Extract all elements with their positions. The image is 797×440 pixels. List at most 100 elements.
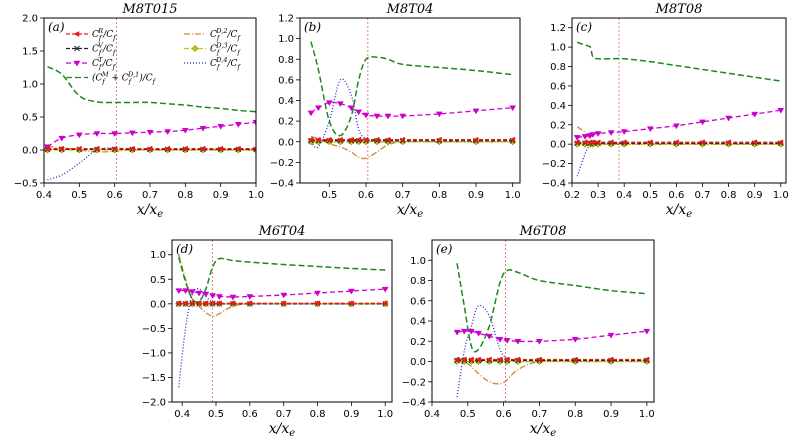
data-point-CfR bbox=[347, 136, 354, 143]
data-point-CfT bbox=[725, 115, 733, 122]
data-point-CfR bbox=[503, 356, 510, 363]
legend-marker bbox=[73, 31, 80, 37]
data-point-CfT bbox=[58, 135, 66, 142]
data-point-CfR bbox=[314, 136, 321, 143]
data-point-CfR bbox=[146, 145, 153, 152]
data-point-CfR bbox=[234, 145, 241, 152]
x-tick-label: 0.6 bbox=[242, 409, 258, 420]
data-point-CfR bbox=[643, 356, 650, 363]
data-point-CfR bbox=[93, 145, 100, 152]
x-tick-label: 0.4 bbox=[36, 190, 52, 201]
x-tick-label: 0.6 bbox=[358, 190, 374, 201]
y-tick-label: 1.0 bbox=[410, 256, 426, 267]
data-point-CfT bbox=[472, 108, 480, 115]
series-line-CfD4 bbox=[576, 141, 781, 177]
legend-marker bbox=[74, 45, 80, 52]
legend-item-CfR: CfR/Cf bbox=[66, 27, 117, 42]
data-point-CfR bbox=[646, 139, 653, 146]
data-point-CfR bbox=[535, 356, 542, 363]
x-tick-label: 0.9 bbox=[747, 190, 763, 201]
data-point-CfR bbox=[594, 139, 601, 146]
data-point-CfT bbox=[581, 134, 589, 140]
data-point-CfT bbox=[381, 286, 389, 293]
data-point-CfR bbox=[325, 136, 332, 143]
data-point-CfR bbox=[725, 139, 731, 146]
legend-item-CfT: CfT/Cf bbox=[66, 56, 117, 71]
data-point-CfR bbox=[199, 145, 206, 152]
data-point-CfT bbox=[314, 290, 321, 297]
x-tick-label: 0.4 bbox=[174, 409, 190, 420]
data-point-CfT bbox=[399, 113, 407, 120]
y-tick-label: 0.0 bbox=[22, 146, 38, 157]
x-tick-label: 0.2 bbox=[564, 190, 580, 201]
data-point-CfR bbox=[58, 145, 64, 152]
series-group bbox=[307, 41, 517, 160]
data-point-CfR bbox=[217, 145, 223, 152]
y-tick-label: 1.5 bbox=[22, 47, 38, 58]
data-point-CfT bbox=[355, 109, 363, 116]
data-point-CfT bbox=[460, 328, 468, 335]
data-point-CfR bbox=[485, 356, 492, 363]
data-point-CfT bbox=[336, 101, 344, 108]
data-point-CfR bbox=[215, 300, 222, 307]
data-point-CfR bbox=[307, 136, 314, 143]
y-tick-label: 0.6 bbox=[278, 75, 294, 86]
legend-item-CfM: (CfM + CfD,1)/Cf bbox=[66, 71, 157, 86]
y-tick-label: −0.5 bbox=[142, 324, 166, 335]
x-tick-label: 1.0 bbox=[377, 409, 393, 420]
y-tick-label: −0.5 bbox=[14, 179, 38, 190]
plot-frame bbox=[171, 239, 393, 403]
data-point-CfT bbox=[280, 292, 288, 299]
plot-frame bbox=[299, 17, 521, 184]
y-tick-label: 1.0 bbox=[150, 250, 166, 261]
data-point-CfT bbox=[202, 291, 210, 298]
data-point-CfR bbox=[496, 356, 503, 363]
plot-frame bbox=[571, 17, 787, 184]
data-point-CfR bbox=[181, 300, 188, 307]
data-point-CfT bbox=[362, 112, 370, 119]
y-tick-label: 0.2 bbox=[410, 337, 426, 348]
y-tick-label: −0.4 bbox=[402, 398, 426, 409]
data-point-CfR bbox=[620, 139, 627, 146]
data-point-CfT bbox=[435, 111, 443, 118]
panel-b: 0.5 0.6 0.7 0.8 0.9 1.0 −0.4 −0.2 0.0 0.2 0.4 0.6 0.… bbox=[270, 2, 521, 220]
y-tick-label: −0.2 bbox=[542, 159, 566, 170]
y-tick-label: −0.2 bbox=[270, 158, 294, 169]
series-line-CfM bbox=[178, 256, 386, 303]
legend-item-CfD3: CfD,3/Cf bbox=[184, 42, 241, 57]
y-tick-label: 2.0 bbox=[22, 14, 38, 25]
y-tick-label: 0.4 bbox=[278, 96, 294, 107]
y-tick-label: 0.8 bbox=[278, 55, 294, 66]
data-point-CfR bbox=[128, 145, 135, 152]
data-point-CfR bbox=[209, 300, 215, 307]
data-point-CfR bbox=[672, 139, 679, 146]
panel-title: M6T08 bbox=[519, 224, 567, 239]
x-tick-label: 0.9 bbox=[213, 190, 229, 201]
x-tick-label: 0.7 bbox=[531, 409, 547, 420]
data-point-CfT bbox=[571, 336, 579, 343]
y-tick-label: 1.0 bbox=[550, 43, 566, 54]
x-tick-label: 1.0 bbox=[248, 190, 264, 201]
y-tick-label: 0.0 bbox=[550, 140, 566, 151]
data-point-CfR bbox=[571, 356, 578, 363]
data-point-CfT bbox=[75, 132, 83, 139]
x-tick-label: 0.8 bbox=[567, 409, 583, 420]
legend-label: CfV/Cf bbox=[92, 42, 117, 57]
legend-label: CfD,4/Cf bbox=[210, 56, 241, 71]
y-tick-label: −0.2 bbox=[402, 377, 426, 388]
legend-marker bbox=[73, 60, 81, 67]
x-tick-label: 0.3 bbox=[590, 190, 606, 201]
x-tick-label: 1.0 bbox=[505, 190, 521, 201]
data-point-CfT bbox=[199, 125, 207, 132]
data-point-CfR bbox=[453, 356, 460, 363]
data-point-CfR bbox=[175, 300, 182, 307]
data-point-CfR bbox=[188, 300, 195, 307]
panel-e: 0.4 0.5 0.6 0.7 0.8 0.9 1.0 −0.4 −0.2 0.0 0.2 0.4 0.… bbox=[402, 224, 655, 439]
data-point-CfR bbox=[751, 139, 757, 146]
data-point-CfT bbox=[620, 129, 628, 136]
x-axis-label: x/xe bbox=[137, 202, 164, 220]
x-tick-label: 0.7 bbox=[695, 190, 711, 201]
data-point-CfT bbox=[93, 131, 101, 137]
y-tick-label: 1.0 bbox=[22, 80, 38, 91]
